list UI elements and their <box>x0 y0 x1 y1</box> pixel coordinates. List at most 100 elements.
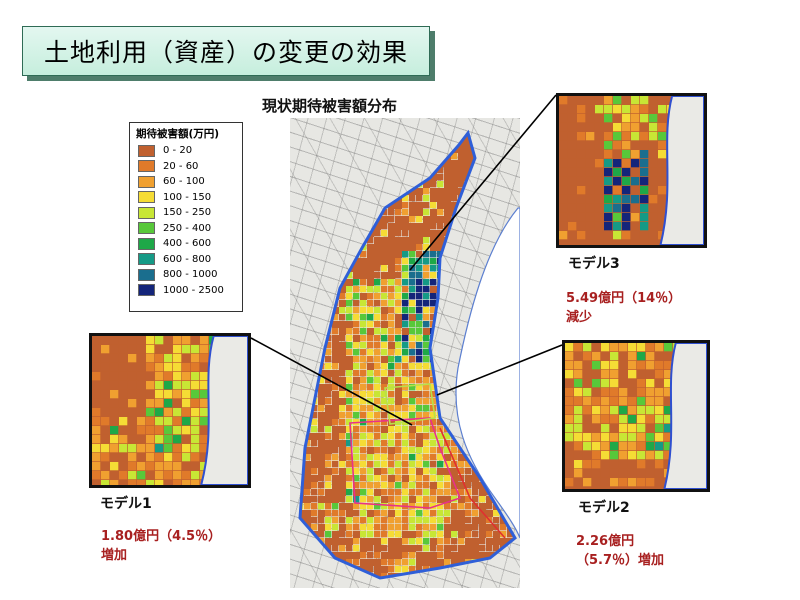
grid-cell <box>444 335 451 342</box>
grid-cell <box>395 118 402 125</box>
grid-cell <box>311 328 318 335</box>
grid-cell <box>451 461 458 468</box>
grid-cell <box>155 390 164 399</box>
grid-cell <box>360 321 367 328</box>
grid-cell <box>339 125 345 131</box>
grid-cell <box>430 482 437 489</box>
grid-cell <box>110 381 119 390</box>
grid-cell <box>346 342 353 349</box>
grid-cell <box>128 390 137 399</box>
grid-cell <box>622 222 631 231</box>
grid-cell <box>610 343 619 352</box>
grid-cell <box>346 580 353 587</box>
grid-cell <box>388 545 395 552</box>
grid-cell <box>304 153 311 160</box>
grid-cell <box>290 419 296 425</box>
grid-cell <box>367 133 374 139</box>
grid-cell <box>507 153 514 160</box>
grid-cell <box>300 573 304 578</box>
grid-cell <box>300 216 304 223</box>
grid-cell <box>604 222 613 231</box>
grid-cell <box>290 258 296 264</box>
grid-cell <box>664 442 673 451</box>
grid-cell <box>332 181 339 188</box>
grid-cell <box>493 517 500 524</box>
grid-cell <box>353 573 360 578</box>
grid-cell <box>304 454 311 461</box>
grid-cell <box>451 335 458 342</box>
grid-cell <box>402 300 409 307</box>
grid-cell <box>595 213 604 222</box>
grid-cell <box>346 300 353 307</box>
grid-cell <box>583 388 592 397</box>
grid-cell <box>637 406 646 415</box>
grid-cell <box>458 279 465 286</box>
grid-cell <box>604 96 613 105</box>
inset-grid <box>565 343 707 489</box>
grid-cell <box>318 475 325 482</box>
grid-cell <box>631 222 640 231</box>
grid-cell <box>395 587 401 588</box>
grid-cell <box>311 503 318 510</box>
grid-cell <box>583 361 592 370</box>
grid-cell <box>325 244 332 251</box>
grid-cell <box>451 559 458 566</box>
grid-cell <box>465 195 472 202</box>
grid-cell <box>360 510 367 517</box>
grid-cell <box>325 433 332 440</box>
grid-cell <box>300 160 304 167</box>
grid-cell <box>568 195 577 204</box>
grid-cell <box>622 231 631 240</box>
grid-cell <box>353 433 360 440</box>
grid-cell <box>444 580 451 587</box>
grid-cell <box>458 496 465 503</box>
grid-cell <box>423 517 430 524</box>
grid-cell <box>374 412 381 419</box>
grid-cell <box>110 390 119 399</box>
grid-cell <box>507 566 514 573</box>
grid-cell <box>507 125 513 131</box>
grid-cell <box>465 475 472 482</box>
grid-cell <box>290 272 297 279</box>
grid-cell <box>458 153 465 160</box>
grid-cell <box>304 314 311 321</box>
grid-cell <box>437 321 444 328</box>
grid-cell <box>300 300 304 307</box>
grid-cell <box>367 314 374 321</box>
grid-cell <box>346 293 353 300</box>
grid-cell <box>640 240 649 245</box>
grid-cell <box>311 489 318 496</box>
grid-cell <box>367 286 374 293</box>
grid-cell <box>444 433 451 440</box>
grid-cell <box>500 167 507 174</box>
grid-cell <box>381 356 388 363</box>
grid-cell <box>360 405 367 412</box>
model1-label: モデル1 <box>100 496 152 512</box>
grid-cell <box>367 181 374 188</box>
grid-cell <box>416 272 423 279</box>
grid-cell <box>146 426 155 435</box>
grid-cell <box>290 517 297 524</box>
grid-cell <box>325 370 332 377</box>
grid-cell <box>465 272 472 279</box>
grid-cell <box>583 460 592 469</box>
grid-cell <box>430 244 437 251</box>
grid-cell <box>430 125 436 131</box>
grid-cell <box>101 372 110 381</box>
grid-cell <box>381 566 388 573</box>
grid-cell <box>381 531 388 538</box>
grid-cell <box>658 114 667 123</box>
grid-cell <box>402 328 409 335</box>
grid-cell <box>444 293 451 300</box>
grid-cell <box>465 209 472 216</box>
grid-cell <box>300 237 304 244</box>
grid-cell <box>300 384 304 391</box>
grid-cell <box>613 168 622 177</box>
grid-cell <box>601 424 610 433</box>
grid-cell <box>444 286 451 293</box>
grid-cell <box>486 125 492 131</box>
grid-cell <box>658 195 667 204</box>
grid-cell <box>339 286 346 293</box>
grid-cell <box>381 510 388 517</box>
grid-cell <box>325 426 332 433</box>
